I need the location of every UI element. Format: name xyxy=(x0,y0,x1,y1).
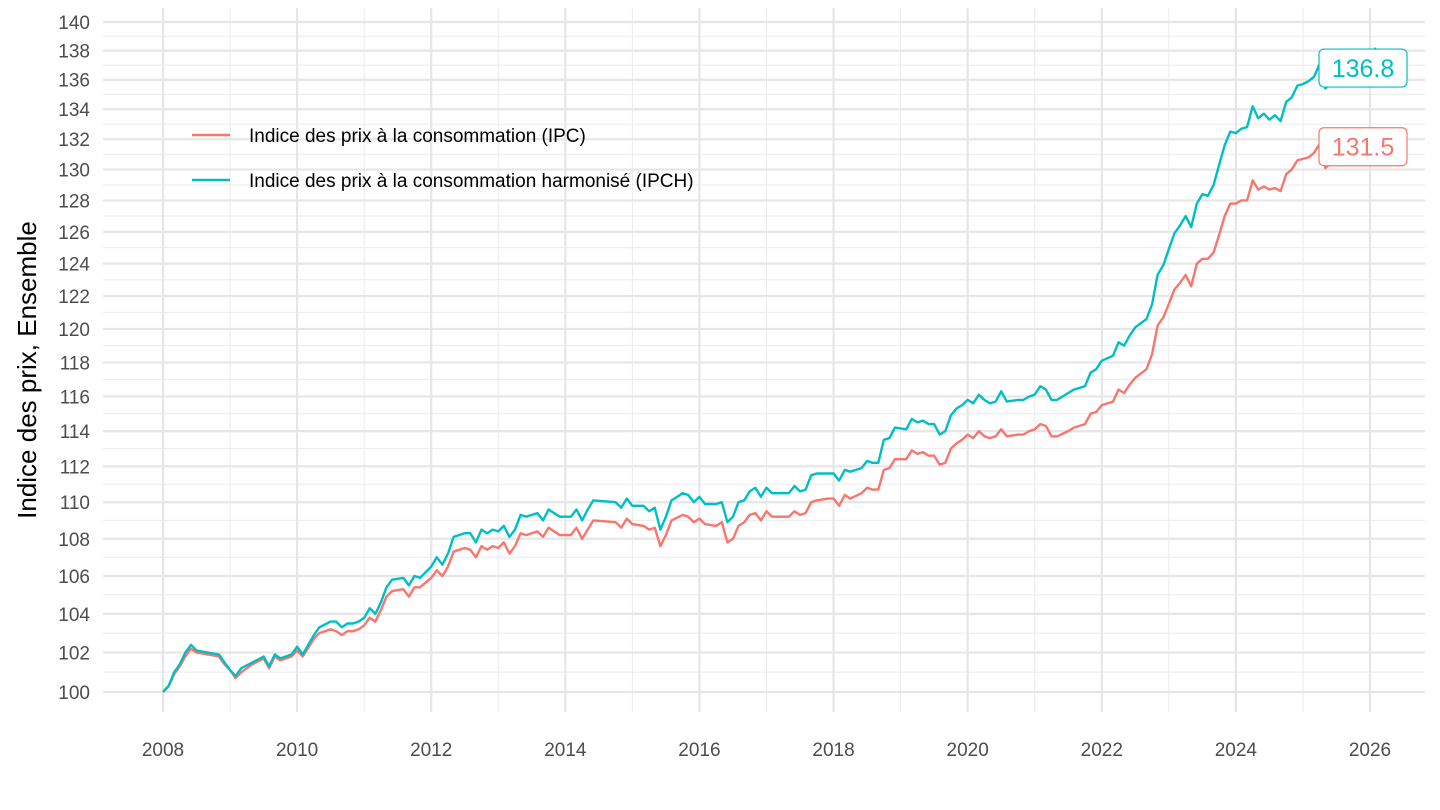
y-axis-ticks: 100 102 104 106 108 110 112 114 116 118 120 122 124 1… xyxy=(58,13,90,704)
y-axis-title: Indice des prix, Ensemble xyxy=(12,221,42,519)
y-tick-label: 118 xyxy=(60,353,90,374)
y-tick-label: 140 xyxy=(58,13,90,34)
y-tick-label: 116 xyxy=(60,387,90,408)
x-tick-label: 2018 xyxy=(812,740,854,761)
x-tick-label: 2014 xyxy=(544,740,587,761)
y-tick-label: 122 xyxy=(58,287,90,308)
end-label-value: 131.5 xyxy=(1332,134,1395,162)
y-tick-label: 106 xyxy=(58,567,90,588)
y-tick-label: 108 xyxy=(58,530,90,551)
end-labels: 131.5 136.8 xyxy=(1318,48,1408,167)
x-tick-label: 2010 xyxy=(276,740,318,761)
y-tick-label: 100 xyxy=(58,683,90,704)
y-tick-label: 132 xyxy=(58,130,90,151)
x-tick-label: 2022 xyxy=(1081,740,1123,761)
end-label-box xyxy=(1318,127,1408,167)
legend: Indice des prix à la consommation (IPC) I… xyxy=(192,126,694,192)
x-axis-ticks: 2008 2010 2012 2014 2016 2018 2020 2022 2024 2026 xyxy=(142,740,1391,761)
x-tick-label: 2016 xyxy=(678,740,720,761)
x-tick-label: 2020 xyxy=(947,740,989,761)
y-tick-label: 104 xyxy=(58,605,90,626)
y-tick-label: 120 xyxy=(58,320,90,341)
series-line-ipc xyxy=(162,127,1377,693)
y-tick-label: 130 xyxy=(58,161,90,182)
y-tick-label: 102 xyxy=(58,644,90,665)
y-tick-label: 126 xyxy=(58,223,90,244)
x-tick-label: 2024 xyxy=(1215,740,1258,761)
end-label-box xyxy=(1318,48,1408,88)
y-tick-label: 138 xyxy=(58,42,90,63)
y-tick-label: 128 xyxy=(58,191,90,212)
y-tick-label: 114 xyxy=(60,422,91,443)
x-tick-label: 2008 xyxy=(142,740,184,761)
end-label-value: 136.8 xyxy=(1332,55,1395,83)
y-tick-label: 112 xyxy=(60,457,90,478)
x-tick-label: 2012 xyxy=(410,740,452,761)
legend-label: Indice des prix à la consommation (IPC) xyxy=(249,126,586,147)
y-tick-label: 124 xyxy=(58,255,90,276)
y-tick-label: 110 xyxy=(60,493,90,514)
y-tick-label: 136 xyxy=(58,71,90,92)
plot-series xyxy=(162,47,1377,693)
legend-label: Indice des prix à la consommation harmon… xyxy=(249,171,694,192)
y-tick-label: 134 xyxy=(58,100,90,121)
x-tick-label: 2026 xyxy=(1349,740,1391,761)
grid xyxy=(103,8,1425,712)
series-line-ipch xyxy=(162,47,1377,693)
